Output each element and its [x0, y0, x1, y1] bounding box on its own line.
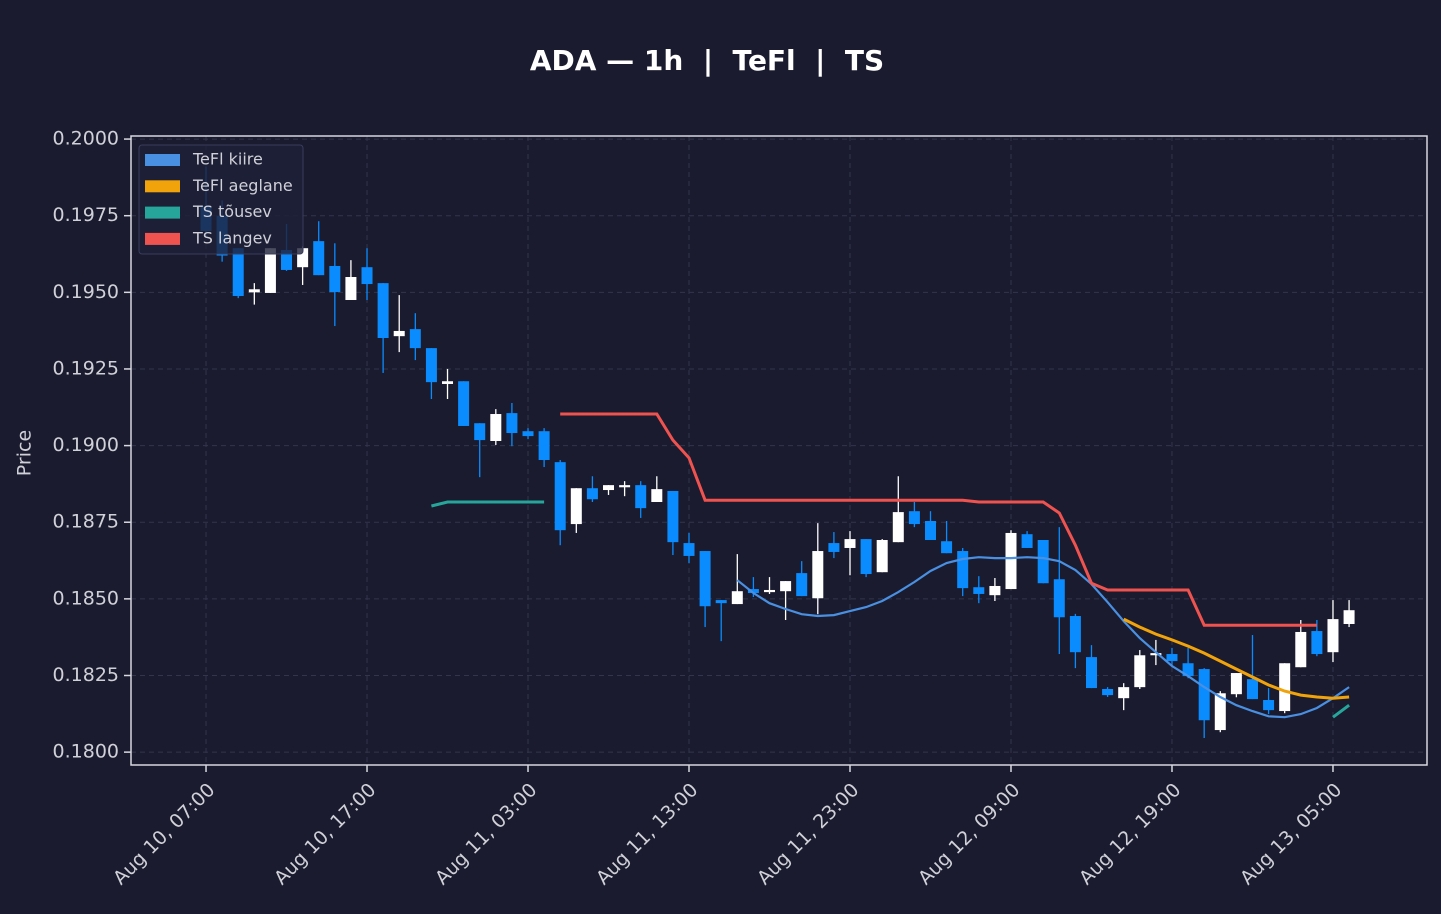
plot-frame	[130, 135, 1428, 766]
candle-body	[1037, 540, 1049, 584]
candle-body	[796, 573, 808, 597]
candle-body	[522, 431, 534, 437]
candle-body	[667, 490, 679, 543]
candle-body	[764, 589, 776, 593]
candle-body	[490, 414, 502, 441]
candle-body	[941, 541, 953, 554]
candle-body	[1085, 657, 1097, 689]
candle-body	[1021, 534, 1033, 548]
candle-body	[1295, 631, 1307, 668]
legend-label: TS langev	[192, 228, 272, 247]
candle-body	[1102, 688, 1114, 696]
y-tick-label: 0.1900	[53, 434, 119, 456]
candle-body	[892, 512, 904, 543]
series-line	[1123, 617, 1350, 700]
legend-swatch	[145, 180, 180, 193]
candle-body	[232, 248, 244, 297]
candle-body	[1246, 679, 1258, 700]
candle-body	[603, 485, 615, 491]
candle-body	[876, 540, 888, 573]
candle-body	[1182, 663, 1194, 677]
y-tick-label: 0.1800	[53, 741, 119, 763]
legend: TeFl kiire TeFl aeglane TS tõusev TS langev	[138, 144, 304, 255]
candle-body	[1053, 579, 1065, 618]
candle-body	[957, 551, 969, 589]
legend-box	[138, 144, 304, 255]
candle-body	[812, 551, 824, 599]
y-tick-label: 0.1950	[53, 281, 119, 303]
candle-body	[747, 589, 759, 594]
candle-body	[377, 283, 389, 339]
candle-body	[1166, 654, 1178, 662]
series-line	[560, 412, 1317, 627]
candle-body	[1263, 700, 1275, 711]
candle-body	[1134, 655, 1146, 688]
chart-title: ADA — 1h | TeFl | TS	[530, 44, 884, 77]
candle-body	[715, 600, 727, 604]
candle-body	[329, 265, 341, 293]
legend-swatch	[145, 232, 180, 245]
candle-body	[1150, 653, 1162, 656]
candle-body	[699, 551, 711, 607]
candle-body	[924, 521, 936, 541]
candle-body	[425, 348, 437, 383]
candle-body	[1327, 619, 1339, 653]
candle-body	[1005, 532, 1017, 590]
candle-body	[731, 591, 743, 605]
y-axis-label: Price	[14, 430, 36, 476]
legend-swatch	[145, 206, 180, 219]
candle-body	[1118, 687, 1130, 699]
candle-body	[1069, 616, 1081, 653]
legend-label: TeFl aeglane	[192, 176, 293, 195]
y-tick-label: 0.1875	[53, 511, 119, 533]
candle-body	[361, 267, 373, 285]
y-tick-label: 0.1850	[53, 587, 119, 609]
candle-body	[635, 485, 647, 509]
candle-body	[570, 488, 582, 525]
candle-body	[297, 248, 309, 268]
legend-swatch	[145, 154, 180, 166]
candle-body	[538, 431, 550, 461]
candle-body	[1343, 610, 1355, 624]
candle-body	[248, 289, 260, 293]
candle-body	[474, 423, 486, 441]
y-tick-label: 0.1975	[53, 204, 119, 226]
candle-body	[1279, 663, 1291, 712]
legend-label: TS tõusev	[192, 202, 272, 221]
candle-body	[586, 488, 598, 500]
candle-body	[989, 585, 1001, 596]
candle-body	[1198, 669, 1210, 721]
candle-body	[313, 241, 325, 276]
y-tick-label: 0.1825	[53, 664, 119, 686]
candle-body	[1214, 693, 1226, 731]
candle-body	[281, 250, 293, 270]
candle-body	[1311, 631, 1323, 655]
series-line	[431, 500, 1350, 719]
y-tick-label: 0.2000	[53, 128, 119, 150]
candle-body	[908, 511, 920, 525]
candle-body	[780, 581, 792, 592]
candle-body	[651, 489, 663, 502]
candle-body	[619, 485, 631, 488]
series-line	[736, 556, 1350, 719]
candle-body	[506, 413, 518, 434]
candle-body	[554, 462, 566, 531]
candle-body	[1230, 673, 1242, 695]
candle-body	[442, 381, 454, 384]
candle-body	[345, 277, 357, 300]
y-tick-label: 0.1925	[53, 357, 119, 379]
candle-body	[828, 543, 840, 552]
candle-body	[860, 539, 872, 575]
candle-body	[264, 248, 276, 293]
legend-label: TeFl kiire	[192, 150, 263, 169]
candle-body	[409, 329, 421, 349]
candle-body	[844, 539, 856, 548]
candle-body	[393, 330, 405, 337]
candle-body	[458, 381, 470, 426]
candle-body	[683, 543, 695, 556]
candle-body	[973, 587, 985, 594]
